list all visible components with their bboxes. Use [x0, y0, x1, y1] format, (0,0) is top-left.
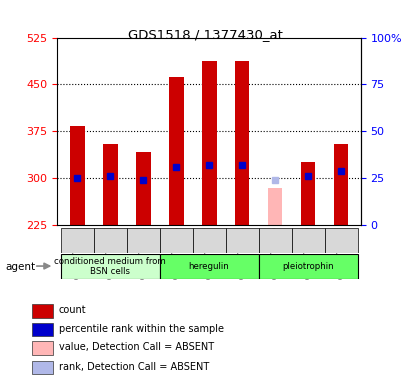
- Bar: [258, 228, 291, 253]
- Bar: [61, 228, 93, 253]
- Bar: [267, 188, 282, 225]
- Bar: [93, 228, 126, 253]
- Text: value, Detection Call = ABSENT: value, Detection Call = ABSENT: [58, 342, 213, 352]
- Text: count: count: [58, 305, 86, 315]
- Text: GDS1518 / 1377430_at: GDS1518 / 1377430_at: [127, 28, 282, 41]
- Bar: [61, 254, 159, 279]
- Text: percentile rank within the sample: percentile rank within the sample: [58, 324, 223, 334]
- Bar: [333, 144, 348, 225]
- Bar: [159, 228, 192, 253]
- Bar: [225, 228, 258, 253]
- Text: heregulin: heregulin: [188, 262, 229, 271]
- Bar: [32, 304, 53, 318]
- Bar: [159, 254, 258, 279]
- Bar: [32, 323, 53, 336]
- Text: pleiotrophin: pleiotrophin: [281, 262, 333, 271]
- Bar: [168, 77, 183, 225]
- Bar: [234, 61, 249, 225]
- Bar: [103, 144, 117, 225]
- Bar: [126, 228, 159, 253]
- Bar: [291, 228, 324, 253]
- Bar: [135, 152, 150, 225]
- Bar: [32, 341, 53, 354]
- Bar: [324, 228, 357, 253]
- Bar: [70, 126, 84, 225]
- Text: rank, Detection Call = ABSENT: rank, Detection Call = ABSENT: [58, 362, 208, 372]
- Bar: [300, 162, 315, 225]
- Text: conditioned medium from
BSN cells: conditioned medium from BSN cells: [54, 257, 166, 276]
- Text: agent: agent: [5, 262, 35, 272]
- Bar: [32, 361, 53, 374]
- Bar: [258, 254, 357, 279]
- Bar: [201, 61, 216, 225]
- Bar: [192, 228, 225, 253]
